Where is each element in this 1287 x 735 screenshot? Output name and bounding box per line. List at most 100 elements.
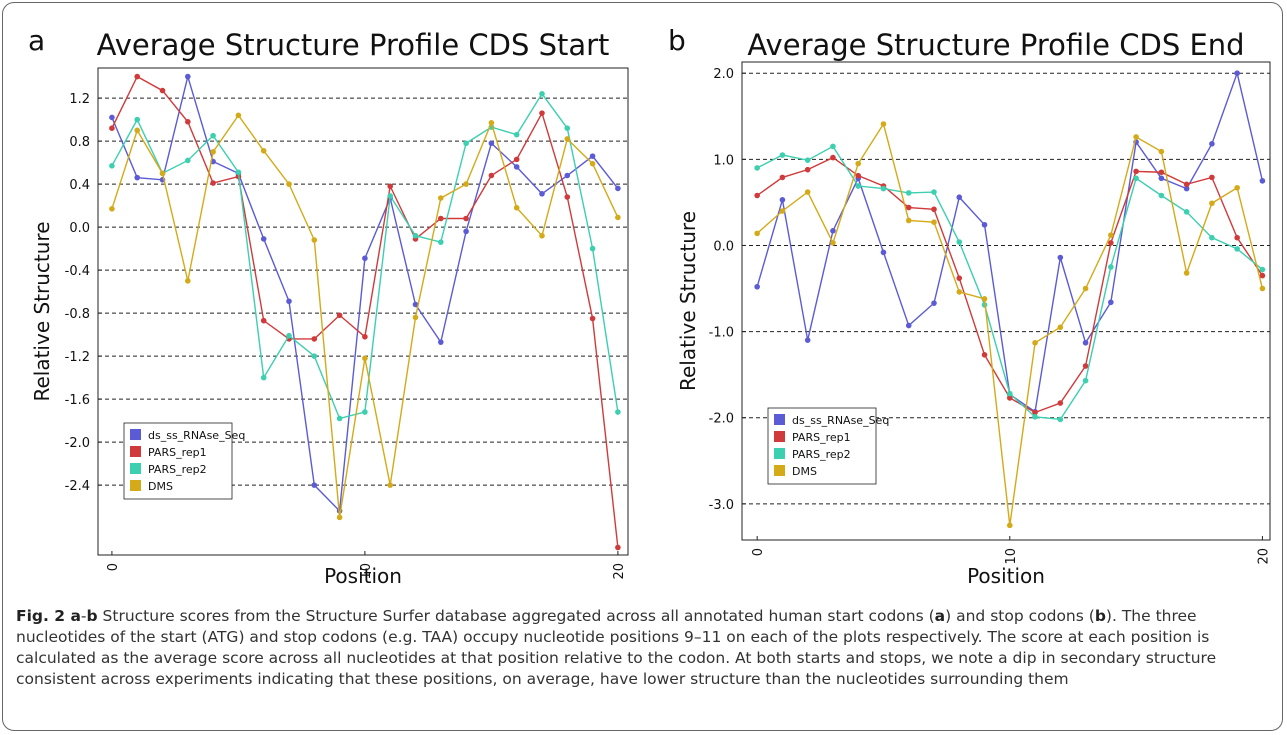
series-line <box>756 156 1264 414</box>
caption-text: - <box>80 607 87 625</box>
legend: ds_ss_RNAse_Seq PARS_rep1 PARS_rep2 DMS <box>123 422 245 500</box>
y-axis-label: Relative Structure <box>30 221 54 401</box>
data-point <box>981 296 988 302</box>
legend-label: PARS_rep1 <box>148 446 207 459</box>
caption-text: Structure scores from the Structure Surf… <box>97 607 935 625</box>
data-point <box>615 214 621 221</box>
data-point <box>956 275 963 281</box>
data-point <box>513 156 520 163</box>
data-point <box>1234 246 1240 252</box>
data-point <box>159 170 166 177</box>
data-point <box>830 143 836 150</box>
data-point <box>210 180 216 186</box>
data-point <box>564 125 571 132</box>
data-point <box>311 237 318 243</box>
data-point <box>1108 232 1114 238</box>
data-point <box>463 140 469 147</box>
data-point <box>134 73 141 80</box>
caption-text: b <box>1094 607 1106 625</box>
data-point <box>1133 168 1139 175</box>
caption-text: b <box>86 607 98 625</box>
data-point <box>1108 299 1114 306</box>
data-point <box>615 544 621 551</box>
data-point <box>437 215 444 222</box>
y-tick-label: -2.0 <box>65 436 90 451</box>
data-point <box>235 112 242 119</box>
y-tick-label: -2.0 <box>709 412 734 427</box>
data-point <box>905 190 912 196</box>
data-point <box>134 127 141 134</box>
y-tick-label: 0.0 <box>713 239 734 254</box>
data-point <box>513 204 520 211</box>
x-tick-label: 0 <box>106 563 121 571</box>
data-point <box>589 315 596 322</box>
x-axis-label: Position <box>324 564 402 588</box>
data-point <box>1133 175 1139 182</box>
data-point <box>260 317 267 324</box>
data-point <box>1006 522 1013 529</box>
data-point <box>311 482 318 488</box>
data-point <box>754 283 760 290</box>
data-point <box>956 194 963 201</box>
data-point <box>564 172 571 179</box>
data-point <box>1032 339 1038 346</box>
data-point <box>931 300 937 306</box>
data-point <box>1158 169 1165 176</box>
data-point <box>235 169 242 176</box>
data-point <box>1158 175 1165 182</box>
data-point <box>463 181 469 187</box>
y-tick-label: -2.4 <box>65 479 90 494</box>
y-tick-label: 2.0 <box>713 67 734 82</box>
y-tick-label: -1.0 <box>709 326 734 341</box>
data-point <box>855 160 862 167</box>
data-point <box>513 131 520 138</box>
data-point <box>779 152 786 158</box>
data-point <box>830 154 836 161</box>
data-point <box>1082 285 1089 292</box>
data-point <box>488 140 495 147</box>
data-point <box>260 374 267 381</box>
legend-swatch <box>130 429 141 440</box>
data-point <box>488 172 495 179</box>
x-tick-label: 10 <box>1004 548 1019 565</box>
data-point <box>1259 285 1266 292</box>
data-point <box>109 163 115 169</box>
data-point <box>1259 178 1266 184</box>
x-tick-label: 0 <box>751 548 766 556</box>
data-point <box>362 409 368 415</box>
panel-label: a <box>28 24 45 57</box>
y-axis-label: Relative Structure <box>676 211 700 391</box>
data-point <box>855 172 862 179</box>
data-point <box>905 322 912 329</box>
data-point <box>1082 363 1089 369</box>
data-point <box>1108 264 1114 270</box>
x-axis-label: Position <box>967 564 1045 588</box>
data-point <box>1057 254 1064 261</box>
caption: Fig. 2 a-b Structure scores from the Str… <box>16 606 1271 690</box>
data-point <box>830 240 836 246</box>
legend-label: PARS_rep2 <box>148 463 207 476</box>
data-point <box>437 339 444 345</box>
y-tick-label: 0.0 <box>69 221 90 236</box>
data-point <box>1234 70 1240 76</box>
data-point <box>539 232 545 239</box>
x-tick-label: 20 <box>1256 548 1271 565</box>
data-point <box>956 289 963 295</box>
legend-label: PARS_rep2 <box>792 448 851 461</box>
legend-box <box>123 422 233 500</box>
data-point <box>311 336 318 342</box>
legend: ds_ss_RNAse_Seq PARS_rep1 PARS_rep2 DMS <box>767 407 889 485</box>
data-point <box>260 236 267 242</box>
data-point <box>1057 324 1064 331</box>
data-point <box>362 355 368 362</box>
caption-text: a <box>934 607 946 625</box>
data-point <box>109 206 115 212</box>
data-point <box>981 352 988 358</box>
chart-title: Average Structure Profile CDS Start <box>97 28 610 62</box>
data-point <box>185 157 191 164</box>
data-point <box>1259 266 1266 273</box>
data-point <box>539 110 545 116</box>
data-point <box>804 157 811 163</box>
